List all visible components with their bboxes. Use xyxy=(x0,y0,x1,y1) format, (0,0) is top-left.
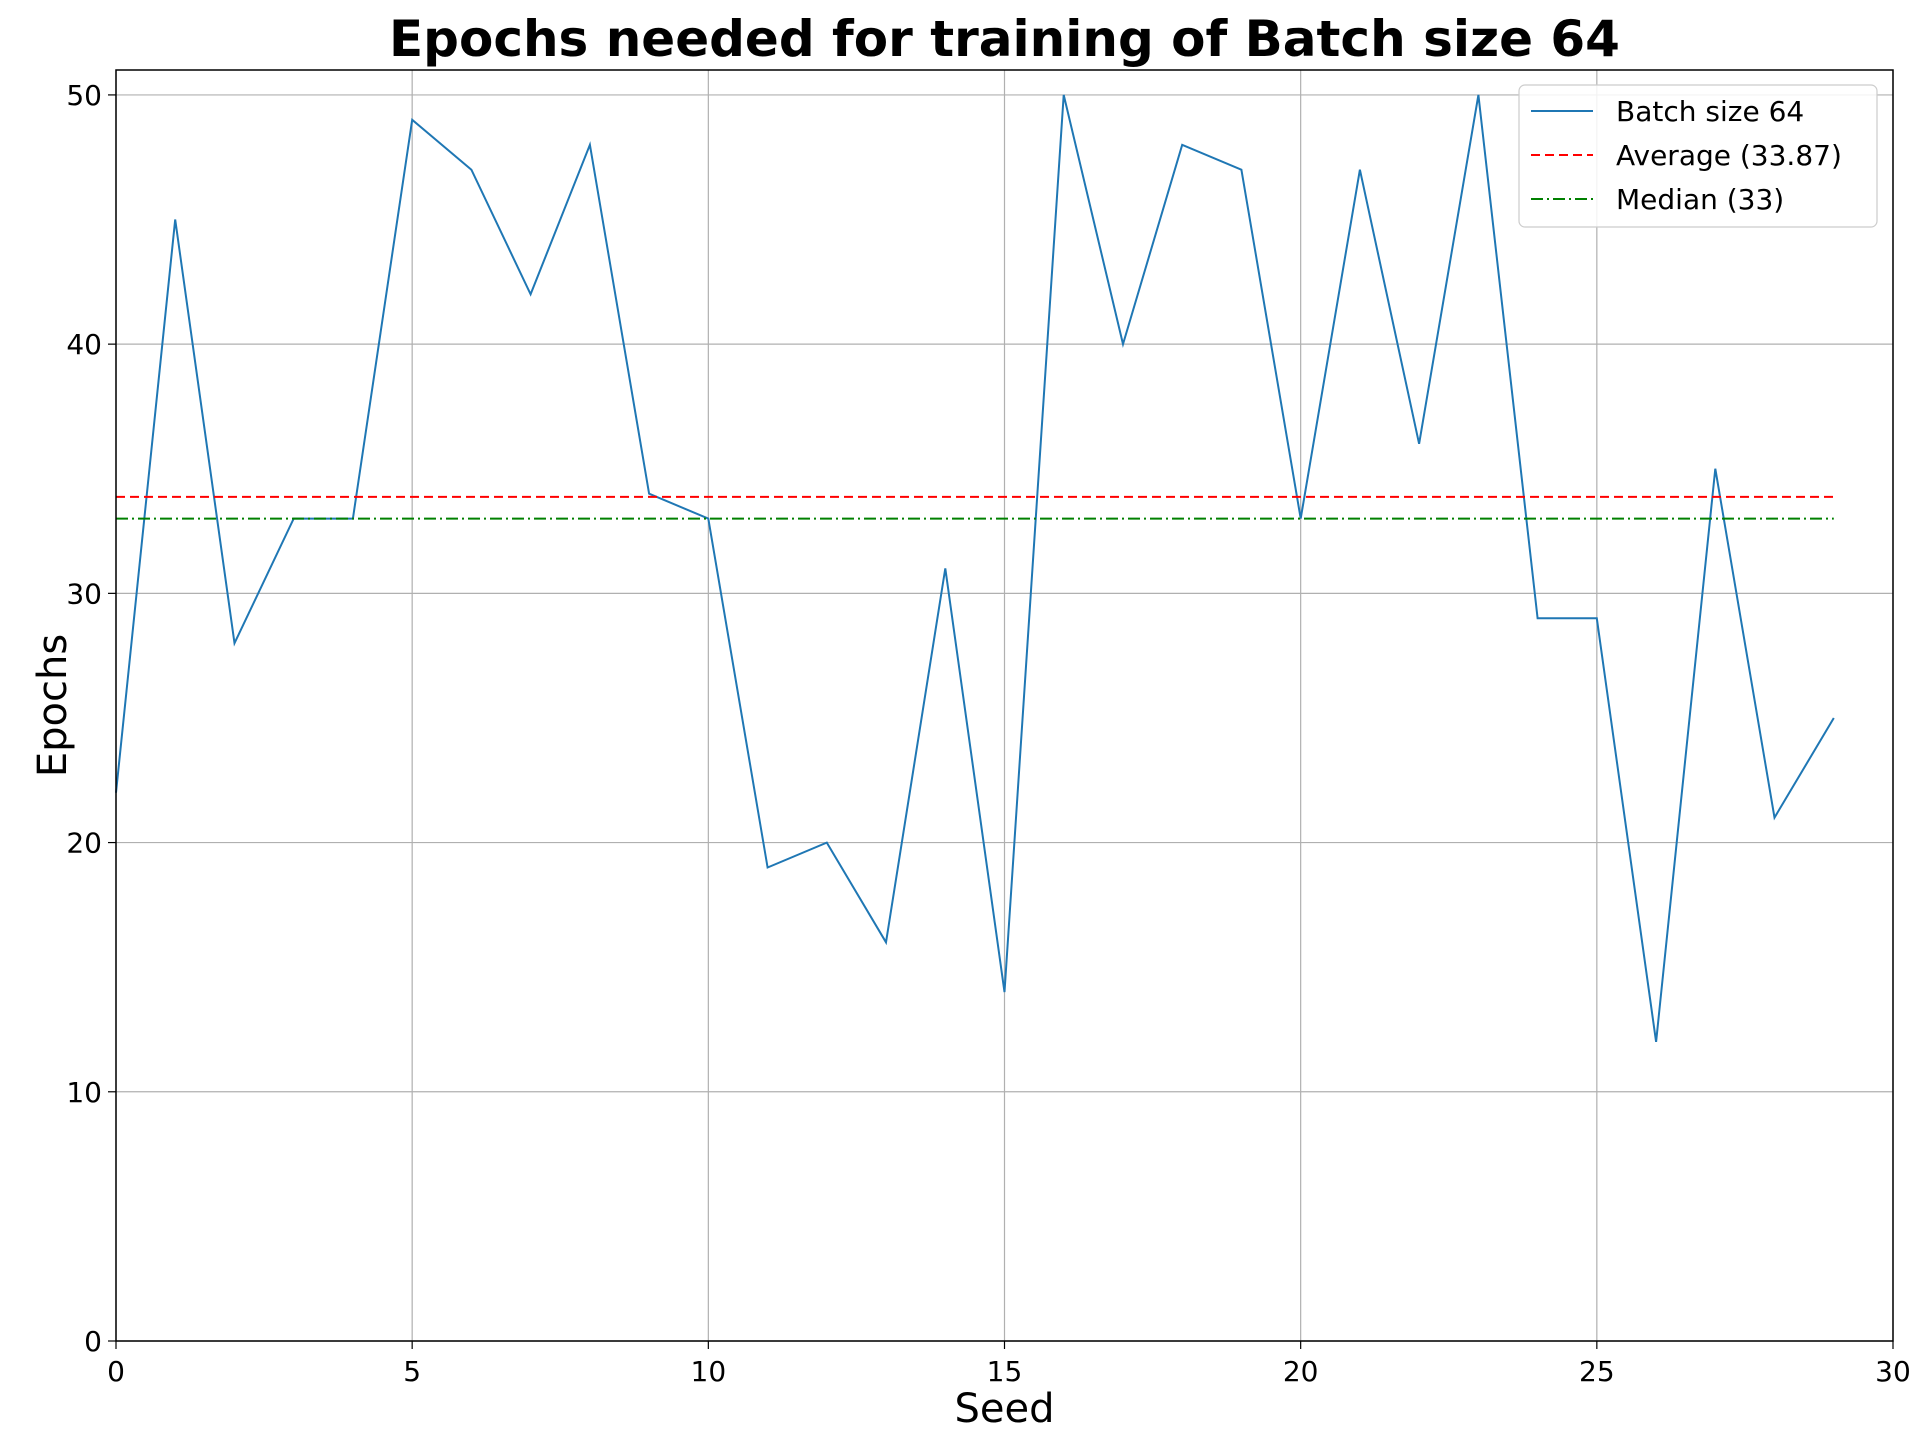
axis-ticks: 0 5 10 15 20 25 30 0 10 20 30 40 50 xyxy=(66,79,1910,1388)
legend-label-2: Median (33) xyxy=(1616,183,1784,216)
y-tick-label: 40 xyxy=(66,328,102,361)
y-tick-label: 50 xyxy=(66,79,102,112)
y-tick-label: 20 xyxy=(66,827,102,860)
y-tick-label: 0 xyxy=(84,1325,102,1358)
x-tick-label: 20 xyxy=(1283,1355,1319,1388)
chart-title: Epochs needed for training of Batch size… xyxy=(389,10,1620,68)
legend: Batch size 64 Average (33.87) Median (33) xyxy=(1518,84,1878,228)
x-tick-label: 10 xyxy=(691,1355,727,1388)
series-layer xyxy=(115,94,1835,1043)
legend-label-1: Average (33.87) xyxy=(1616,139,1842,172)
x-tick-label: 25 xyxy=(1579,1355,1615,1388)
x-axis-label: Seed xyxy=(955,1386,1055,1432)
x-tick-label: 0 xyxy=(107,1355,125,1388)
legend-box xyxy=(1518,84,1878,228)
x-tick-label: 5 xyxy=(403,1355,421,1388)
legend-label-0: Batch size 64 xyxy=(1616,95,1804,128)
y-tick-label: 10 xyxy=(66,1076,102,1109)
x-tick-label: 15 xyxy=(987,1355,1023,1388)
x-tick-label: 30 xyxy=(1875,1355,1911,1388)
y-axis-label: Epochs xyxy=(30,634,76,777)
y-tick-label: 30 xyxy=(66,577,102,610)
series-line-0 xyxy=(115,94,1835,1043)
